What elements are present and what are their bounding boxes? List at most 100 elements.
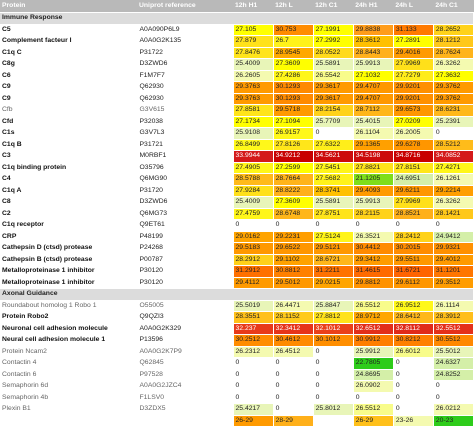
- value-cell: 28.1421: [433, 208, 474, 220]
- value-cell: 32.1012: [313, 323, 354, 335]
- table-row: C4 Q6MG90 28.5788 28.7664 27.5682 21.1205 24.6…: [0, 173, 474, 186]
- value-cell: 26.2312: [233, 346, 274, 358]
- value-cell: 28.7112: [353, 104, 394, 117]
- value-cell: 25.4015: [353, 116, 394, 128]
- value-cell: 27.5682: [313, 173, 354, 186]
- uniprot-ref: P13596: [137, 334, 234, 347]
- col-header-24h-l: 24h L: [393, 0, 434, 13]
- value-cell: 27.2992: [313, 35, 354, 48]
- protein-name: C1q binding protein: [0, 162, 138, 174]
- table-row: Neural cell adhesion molecule 1 P13596 30.…: [0, 334, 474, 347]
- value-cell: 27.5451: [313, 162, 354, 174]
- table-row: C8g D3ZWD6 25.4009 27.3609 25.5891 25.9913 27.…: [0, 58, 474, 71]
- header-row: Protein Uniprot reference 12h H1 12h L 1…: [0, 0, 474, 13]
- value-cell: 29.3763: [233, 93, 274, 105]
- value-cell: 26.1104: [353, 127, 394, 140]
- protein-name: Metalloproteinase 1 inhibitor: [0, 277, 138, 289]
- value-cell: 28.1152: [273, 311, 314, 324]
- value-cell: 0: [313, 369, 354, 381]
- uniprot-ref: Q9QZI3: [137, 311, 234, 324]
- value-cell: 29.5511: [393, 254, 434, 266]
- protein-name: Cathepsin B (ctsd) protease: [0, 254, 138, 266]
- table-row: C9 Q62930 29.3763 30.1293 29.3617 29.4707 29.9…: [0, 93, 474, 105]
- value-cell: 27.8812: [313, 311, 354, 324]
- value-cell: 25.8847: [313, 300, 354, 312]
- value-cell: 26.1261: [433, 173, 474, 186]
- value-cell: 29.5012: [273, 277, 314, 289]
- value-cell: 32.8112: [393, 323, 434, 335]
- value-cell: 0: [273, 392, 314, 404]
- value-cell: 30.2015: [393, 242, 434, 255]
- value-cell: 26.2605: [233, 70, 274, 82]
- section-title: Axonal Guidance: [0, 288, 474, 301]
- uniprot-ref: M0RBF1: [137, 150, 234, 163]
- value-cell: 28.3912: [433, 311, 474, 324]
- value-cell: 29.6211: [393, 185, 434, 197]
- value-cell: 28.9712: [353, 311, 394, 324]
- protein-name: Semaphorin 4b: [0, 392, 138, 404]
- table-row: C3 M0RBF1 33.9944 34.9212 34.5621 34.5198 34.8…: [0, 150, 474, 163]
- value-cell: 29.4707: [353, 81, 394, 94]
- value-cell: 27.8751: [313, 208, 354, 220]
- value-cell: 29.3762: [433, 93, 474, 105]
- value-cell: 27.8126: [273, 139, 314, 151]
- value-cell: 0: [233, 369, 274, 381]
- value-cell: 31.2211: [313, 265, 354, 278]
- value-cell: 27.1991: [313, 24, 354, 36]
- protein-name: C1q B: [0, 139, 138, 151]
- value-cell: 28.3741: [313, 185, 354, 197]
- value-cell: 26.8499: [233, 139, 274, 151]
- value-cell: 25.4009: [233, 58, 274, 71]
- value-cell: 28.3612: [353, 35, 394, 48]
- uniprot-ref: Q62930: [137, 93, 234, 105]
- value-cell: 28.7624: [433, 47, 474, 59]
- value-cell: 31.6721: [393, 265, 434, 278]
- value-cell: 24.9412: [433, 231, 474, 243]
- value-cell: 26.4512: [273, 346, 314, 358]
- value-cell: 0: [433, 380, 474, 393]
- value-cell: 28.5212: [433, 139, 474, 151]
- value-cell: 27.9969: [393, 196, 434, 209]
- section-header-row: Axonal Guidance: [0, 288, 474, 301]
- uniprot-ref: P32038: [137, 116, 234, 128]
- protein-name: C4: [0, 173, 138, 186]
- protein-name: C6: [0, 70, 138, 82]
- value-cell: 0: [393, 357, 434, 370]
- value-cell: 0: [273, 380, 314, 393]
- value-cell: 28.3551: [233, 311, 274, 324]
- uniprot-ref: Q6MG90: [137, 173, 234, 186]
- table-row: Semaphorin 6d A0A0G2JZC4 0 0 0 26.0902 0 0: [0, 380, 474, 393]
- col-header-24h-c1: 24h C1: [433, 0, 474, 13]
- value-cell: 27.1094: [273, 116, 314, 128]
- value-cell: 24.6327: [433, 357, 474, 370]
- table-row: Cfb G3V615 27.8581 29.5718 28.2154 28.7112 29.…: [0, 104, 474, 117]
- value-cell: 0: [233, 219, 274, 232]
- value-cell: 25.2391: [433, 116, 474, 128]
- value-cell: 29.4707: [353, 93, 394, 105]
- value-cell: 24.8252: [433, 369, 474, 381]
- value-cell: 28.0522: [313, 47, 354, 59]
- table-row: C1q A P31720 27.9284 28.8222 28.3741 29.4093 2…: [0, 185, 474, 197]
- value-cell: 28.7664: [273, 173, 314, 186]
- value-cell: 29.9321: [433, 242, 474, 255]
- table-row: C8 D3ZWD6 25.4009 27.3609 25.5891 25.9913 27.9…: [0, 196, 474, 209]
- value-cell: 28.1212: [433, 35, 474, 48]
- value-cell: 28.9545: [273, 47, 314, 59]
- value-cell: 29.0215: [313, 277, 354, 289]
- protein-name: Cfd: [0, 116, 138, 128]
- value-cell: 29.0162: [233, 231, 274, 243]
- value-cell: 21.1205: [353, 173, 394, 186]
- value-cell: 29.8812: [353, 277, 394, 289]
- protein-name: C3: [0, 150, 138, 163]
- value-cell: 27.5124: [313, 231, 354, 243]
- value-cell: 26.1114: [433, 300, 474, 312]
- value-cell: 0: [313, 219, 354, 232]
- value-cell: 29.3617: [313, 81, 354, 94]
- section-title: Immune Response: [0, 12, 474, 25]
- value-cell: 30.1293: [273, 93, 314, 105]
- value-cell: 32.237: [233, 323, 274, 335]
- value-cell: 27.879: [233, 35, 274, 48]
- value-cell: 25.9913: [353, 58, 394, 71]
- value-cell: 27.8151: [393, 162, 434, 174]
